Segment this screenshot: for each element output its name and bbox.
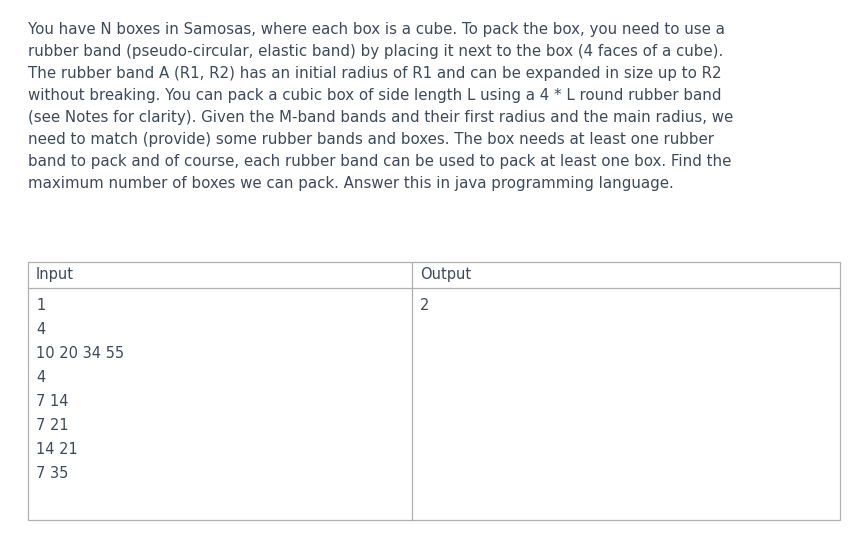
Text: Input: Input	[36, 267, 74, 282]
Text: 2: 2	[420, 298, 429, 313]
Text: 4: 4	[36, 322, 45, 337]
Text: 4: 4	[36, 370, 45, 385]
Text: 10 20 34 55: 10 20 34 55	[36, 346, 124, 361]
Text: without breaking. You can pack a cubic box of side length L using a 4 * L round : without breaking. You can pack a cubic b…	[28, 88, 721, 103]
Bar	[28, 262, 840, 520]
Text: band to pack and of course, each rubber band can be used to pack at least one bo: band to pack and of course, each rubber …	[28, 154, 732, 169]
Text: (see Notes for clarity). Given the M-band bands and their first radius and the m: (see Notes for clarity). Given the M-ban…	[28, 110, 734, 125]
Text: need to match (provide) some rubber bands and boxes. The box needs at least one : need to match (provide) some rubber band…	[28, 132, 714, 147]
Text: rubber band (pseudo-circular, elastic band) by placing it next to the box (4 fac: rubber band (pseudo-circular, elastic ba…	[28, 44, 723, 59]
Text: 7 35: 7 35	[36, 466, 68, 481]
Text: 7 21: 7 21	[36, 418, 68, 433]
Text: maximum number of boxes we can pack. Answer this in java programming language.: maximum number of boxes we can pack. Ans…	[28, 176, 674, 191]
Text: The rubber band A (R1, R2) has an initial radius of R1 and can be expanded in si: The rubber band A (R1, R2) has an initia…	[28, 66, 721, 81]
Text: You have N boxes in Samosas, where each box is a cube. To pack the box, you need: You have N boxes in Samosas, where each …	[28, 22, 725, 37]
Text: 14 21: 14 21	[36, 442, 78, 457]
Text: 7 14: 7 14	[36, 394, 68, 409]
Text: 1: 1	[36, 298, 45, 313]
Text: Output: Output	[420, 267, 471, 282]
